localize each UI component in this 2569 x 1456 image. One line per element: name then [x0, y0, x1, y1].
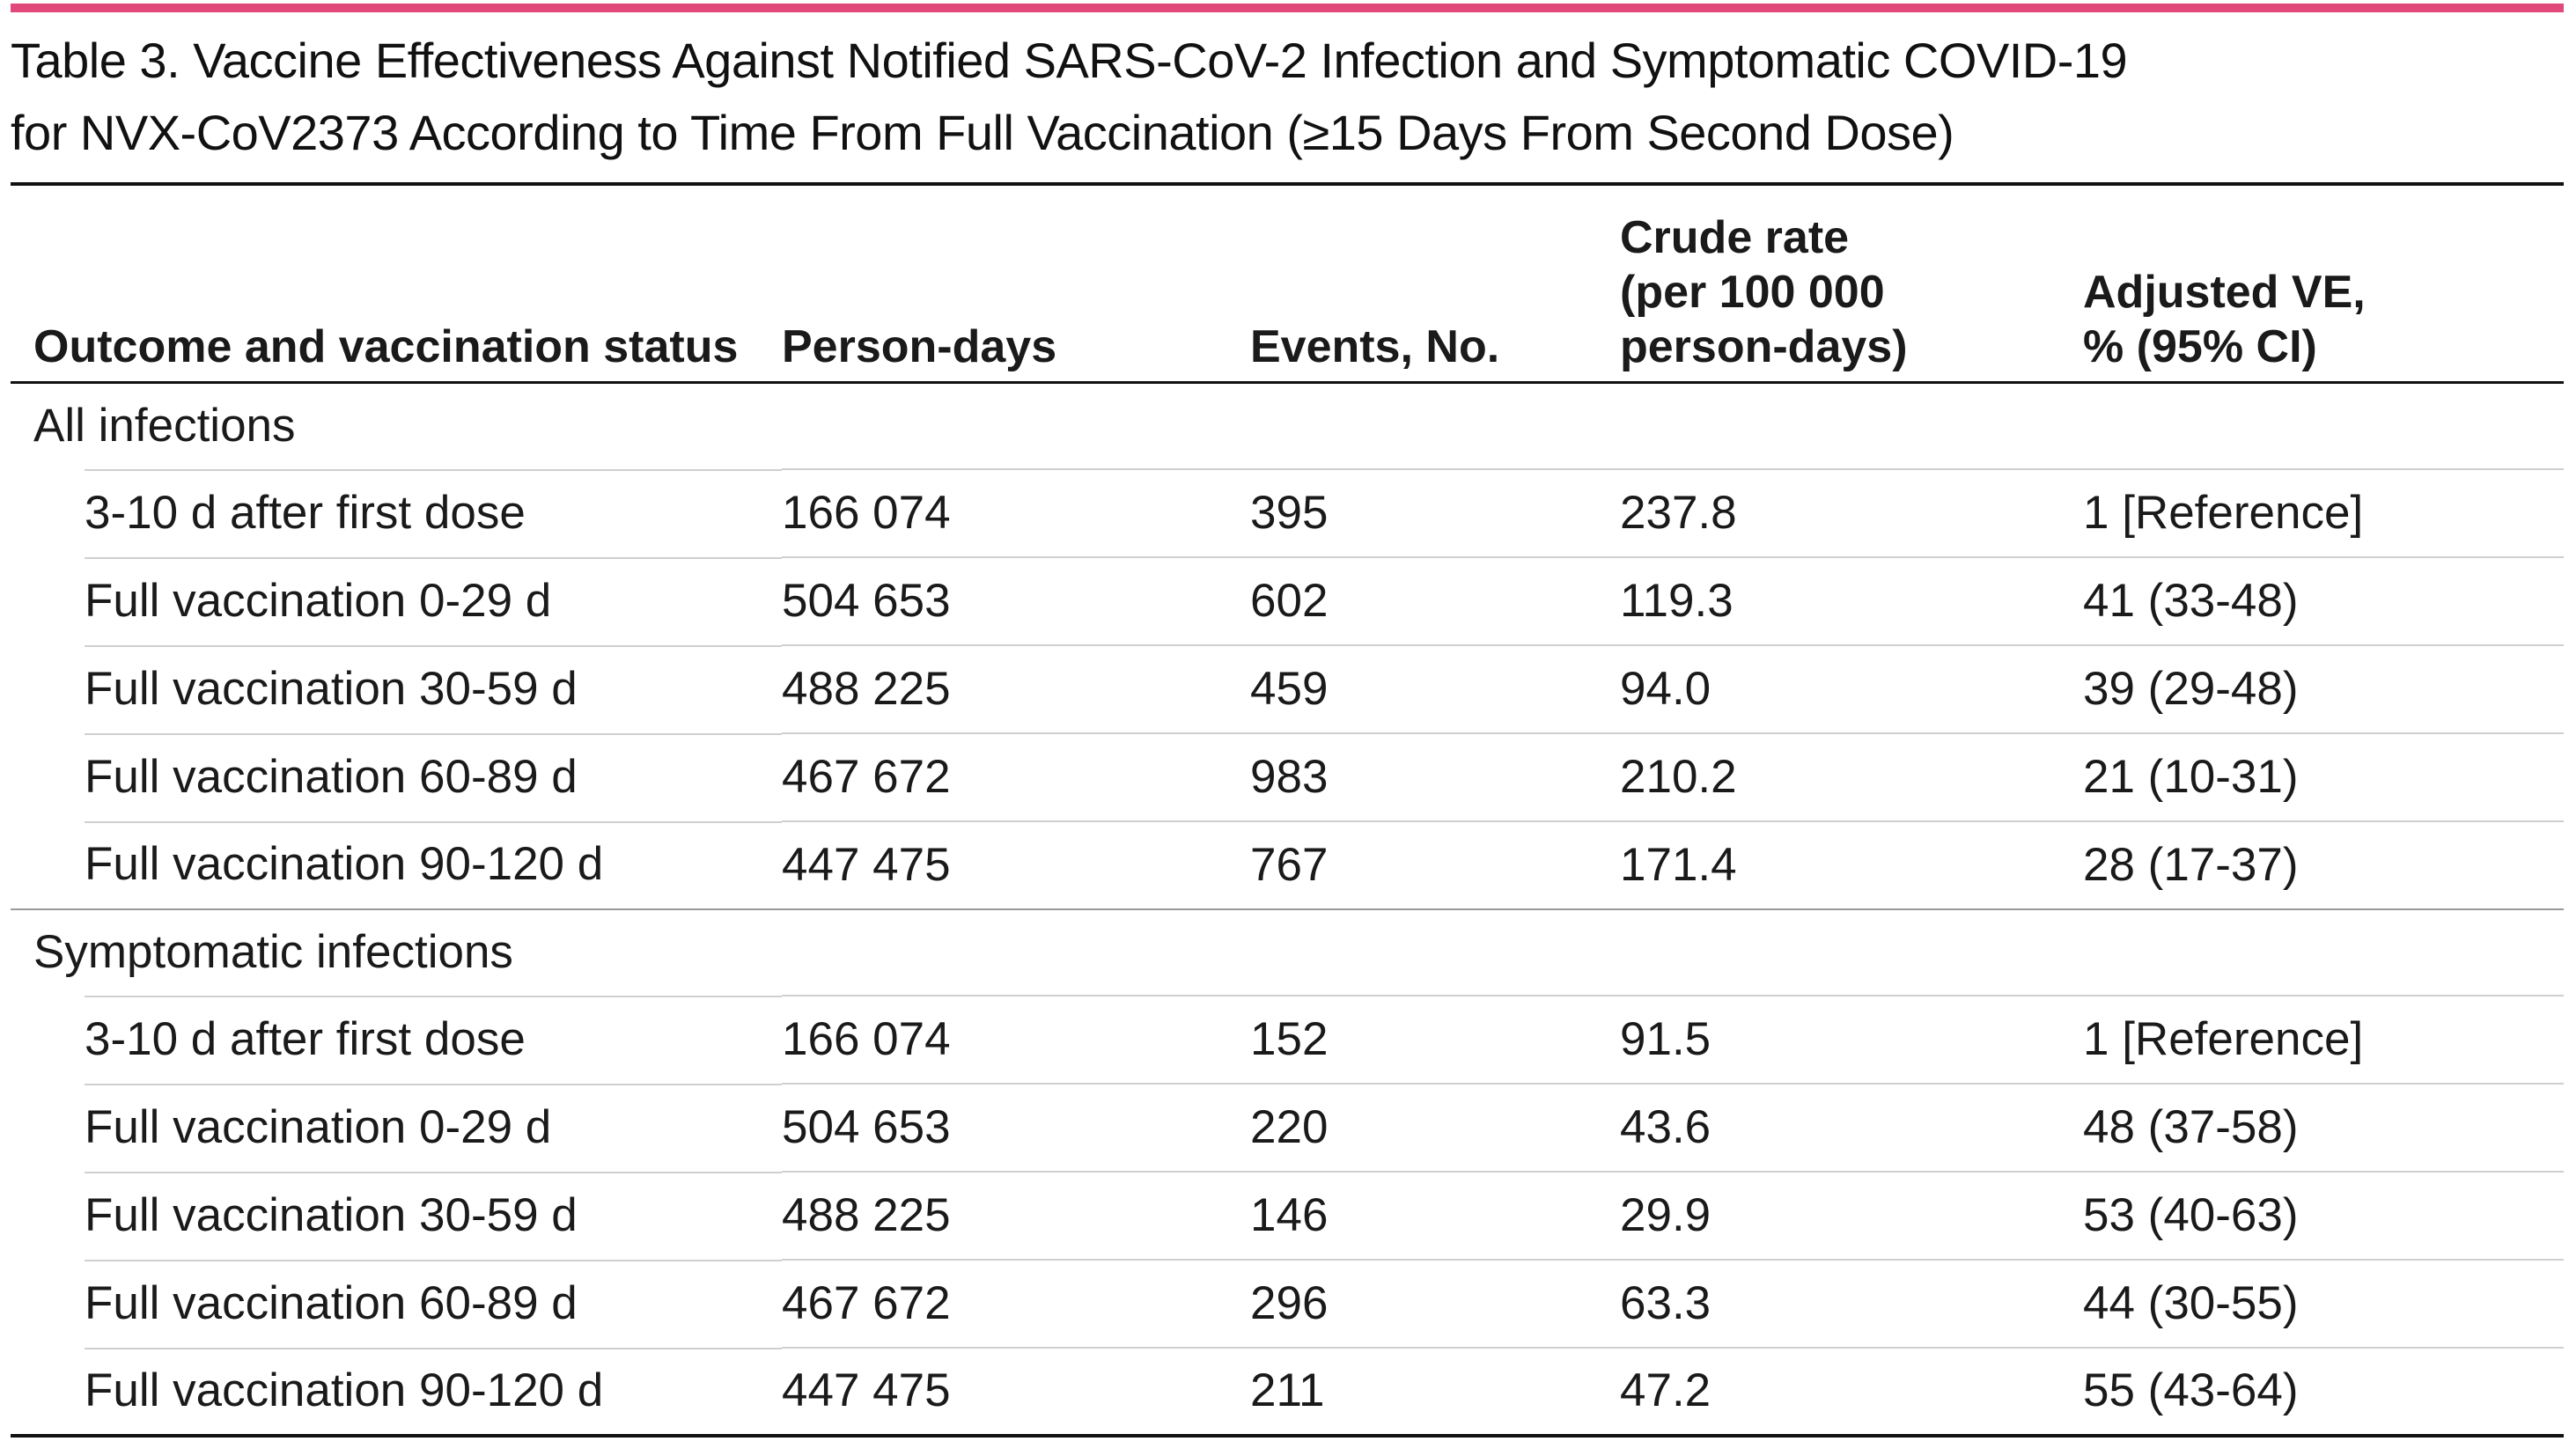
header-crude-rate-line-2: (per 100 000 — [1620, 267, 1885, 318]
cell-adjusted-ve: 28 (17-37) — [2083, 820, 2564, 909]
cell-events: 152 — [1250, 994, 1620, 1084]
cell-person-days: 447 475 — [782, 1346, 1250, 1438]
cell-status: 3-10 d after first dose — [11, 995, 782, 1084]
table-title-line-2: for NVX-CoV2373 According to Time From F… — [11, 105, 1954, 160]
table-container: Outcome and vaccination status Person-da… — [11, 182, 2564, 1438]
header-events: Events, No. — [1250, 186, 1620, 384]
table-row: Full vaccination 30-59 d 488 225 146 29.9 53… — [11, 1170, 2564, 1260]
cell-crude-rate: 43.6 — [1620, 1082, 2083, 1172]
cell-events: 146 — [1250, 1170, 1620, 1260]
header-person-days: Person-days — [782, 186, 1250, 384]
cell-adjusted-ve: 55 (43-64) — [2083, 1346, 2564, 1438]
cell-adjusted-ve: 41 (33-48) — [2083, 555, 2564, 645]
accent-bar — [11, 4, 2564, 12]
cell-events: 983 — [1250, 732, 1620, 821]
cell-person-days: 467 672 — [782, 732, 1250, 821]
header-crude-rate: Crude rate (per 100 000 person-days) — [1620, 186, 2083, 384]
cell-status: Full vaccination 60-89 d — [11, 1259, 782, 1348]
cell-person-days: 166 074 — [782, 994, 1250, 1084]
cell-status: Full vaccination 30-59 d — [11, 1171, 782, 1260]
table-row: Full vaccination 60-89 d 467 672 296 63.3 44… — [11, 1258, 2564, 1348]
cell-status: Full vaccination 0-29 d — [11, 1083, 782, 1172]
ve-table: Outcome and vaccination status Person-da… — [11, 186, 2564, 1438]
cell-crude-rate: 29.9 — [1620, 1170, 2083, 1260]
table-header: Outcome and vaccination status Person-da… — [11, 186, 2564, 384]
cell-status: Full vaccination 30-59 d — [11, 644, 782, 733]
header-adjusted-ve: Adjusted VE, % (95% CI) — [2083, 186, 2564, 384]
table-row: Full vaccination 90-120 d 447 475 211 47.2 5… — [11, 1346, 2564, 1438]
cell-crude-rate: 210.2 — [1620, 732, 2083, 821]
cell-adjusted-ve: 44 (30-55) — [2083, 1258, 2564, 1348]
group-label: All infections — [33, 399, 296, 452]
cell-adjusted-ve: 1 [Reference] — [2083, 467, 2564, 557]
cell-events: 220 — [1250, 1082, 1620, 1172]
cell-status: Full vaccination 90-120 d — [11, 1347, 782, 1438]
table-title-line-1: Table 3. Vaccine Effectiveness Against N… — [11, 33, 2128, 88]
header-adjusted-ve-line-2: % (95% CI) — [2083, 321, 2317, 372]
cell-person-days: 166 074 — [782, 467, 1250, 557]
cell-crude-rate: 237.8 — [1620, 467, 2083, 557]
table-row: 3-10 d after first dose 166 074 152 91.5 1 [… — [11, 994, 2564, 1084]
cell-status: 3-10 d after first dose — [11, 468, 782, 557]
table-title: Table 3. Vaccine Effectiveness Against N… — [11, 25, 2546, 169]
cell-events: 395 — [1250, 467, 1620, 557]
cell-person-days: 488 225 — [782, 1170, 1250, 1260]
cell-person-days: 467 672 — [782, 1258, 1250, 1348]
cell-person-days: 447 475 — [782, 820, 1250, 909]
table-row: 3-10 d after first dose 166 074 395 237.8 1 … — [11, 467, 2564, 557]
cell-events: 459 — [1250, 643, 1620, 733]
cell-adjusted-ve: 48 (37-58) — [2083, 1082, 2564, 1172]
cell-crude-rate: 47.2 — [1620, 1346, 2083, 1438]
table-row: Full vaccination 60-89 d 467 672 983 210.2 2… — [11, 732, 2564, 821]
cell-adjusted-ve: 39 (29-48) — [2083, 643, 2564, 733]
group-row: All infections — [11, 383, 2564, 469]
table-row: Full vaccination 30-59 d 488 225 459 94.0 39… — [11, 643, 2564, 733]
cell-person-days: 504 653 — [782, 1082, 1250, 1172]
cell-crude-rate: 119.3 — [1620, 555, 2083, 645]
cell-status: Full vaccination 90-120 d — [11, 820, 782, 909]
table-row: Full vaccination 90-120 d 447 475 767 171.4… — [11, 820, 2564, 909]
cell-adjusted-ve: 1 [Reference] — [2083, 994, 2564, 1084]
cell-events: 767 — [1250, 820, 1620, 909]
header-adjusted-ve-line-1: Adjusted VE, — [2083, 267, 2366, 318]
header-row: Outcome and vaccination status Person-da… — [11, 186, 2564, 384]
cell-person-days: 488 225 — [782, 643, 1250, 733]
cell-crude-rate: 94.0 — [1620, 643, 2083, 733]
cell-crude-rate: 63.3 — [1620, 1258, 2083, 1348]
cell-adjusted-ve: 53 (40-63) — [2083, 1170, 2564, 1260]
table-row: Full vaccination 0-29 d 504 653 602 119.3 41… — [11, 555, 2564, 645]
cell-crude-rate: 91.5 — [1620, 994, 2083, 1084]
table-row: Full vaccination 0-29 d 504 653 220 43.6 48 … — [11, 1082, 2564, 1172]
cell-crude-rate: 171.4 — [1620, 820, 2083, 909]
cell-status: Full vaccination 60-89 d — [11, 732, 782, 821]
cell-status: Full vaccination 0-29 d — [11, 556, 782, 645]
table-top-rule — [11, 182, 2564, 186]
cell-events: 211 — [1250, 1346, 1620, 1438]
group-label: Symptomatic infections — [11, 908, 2564, 996]
header-crude-rate-line-1: Crude rate — [1620, 212, 1850, 263]
group-row: Symptomatic infections — [11, 908, 2564, 996]
header-crude-rate-line-3: person-days) — [1620, 321, 1908, 372]
cell-events: 296 — [1250, 1258, 1620, 1348]
cell-adjusted-ve: 21 (10-31) — [2083, 732, 2564, 821]
cell-events: 602 — [1250, 555, 1620, 645]
header-outcome: Outcome and vaccination status — [11, 186, 782, 384]
cell-person-days: 504 653 — [782, 555, 1250, 645]
table-body: All infections 3-10 d after first dose 166… — [11, 383, 2564, 1438]
